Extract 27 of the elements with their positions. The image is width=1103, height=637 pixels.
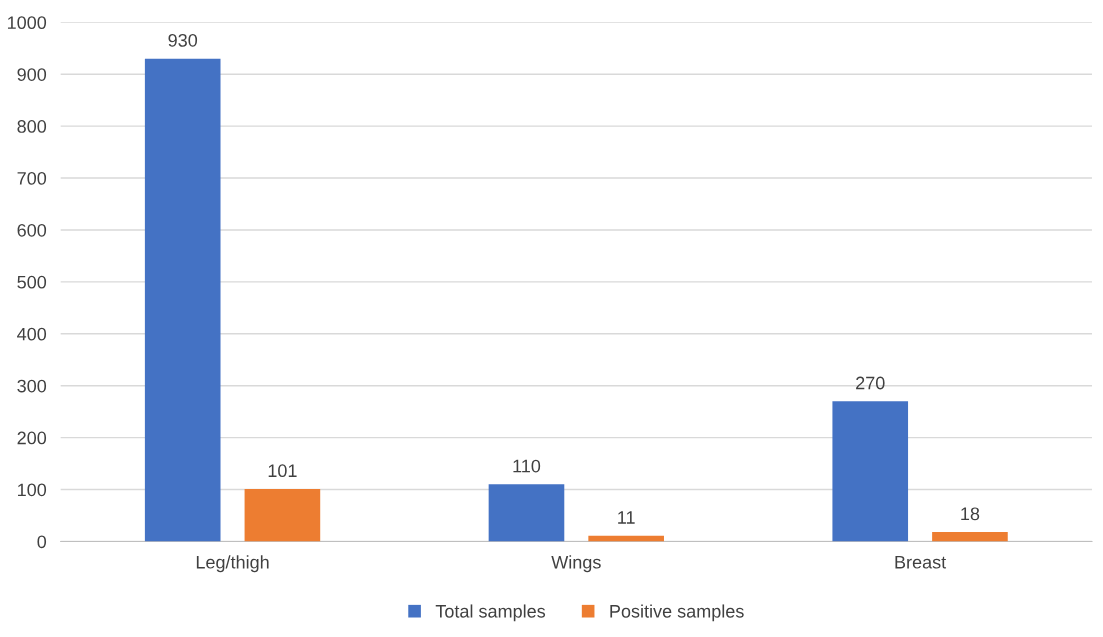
data-label: 101 [268,464,297,478]
bar [144,58,221,542]
data-label: 270 [856,376,885,390]
y-tick-label: 1000 [7,16,47,30]
y-tick-label: 900 [17,68,47,81]
data-label: 110 [513,459,541,473]
data-label: 11 [618,511,635,524]
bar [932,532,1008,542]
x-tick-label: Breast [895,556,947,569]
y-tick-label: 400 [17,327,47,341]
x-tick-label: Leg/thigh [196,555,269,573]
data-label: 930 [168,33,198,47]
bar [832,401,909,542]
bar [488,484,565,542]
data-label: 18 [961,507,980,521]
legend-label: Positive samples [610,604,744,622]
x-tick-label: Wings [551,555,601,573]
y-tick-label: 200 [17,431,47,445]
y-tick-label: 800 [17,120,47,133]
legend-label: Total samples [435,604,546,622]
y-tick-label: 300 [17,379,47,393]
y-tick-label: 500 [17,275,47,289]
y-tick-label: 100 [18,483,47,497]
y-tick-label: 600 [17,223,47,237]
bar [244,489,321,542]
y-tick-label: 700 [17,171,47,185]
y-tick-label: 0 [37,535,47,549]
